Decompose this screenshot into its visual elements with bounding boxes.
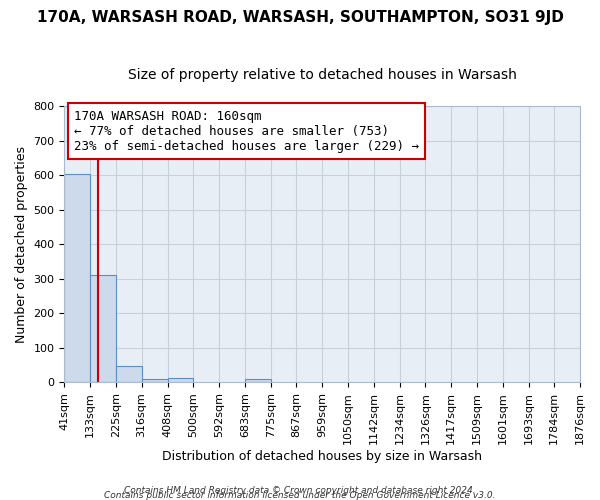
Text: 170A, WARSASH ROAD, WARSASH, SOUTHAMPTON, SO31 9JD: 170A, WARSASH ROAD, WARSASH, SOUTHAMPTON… bbox=[37, 10, 563, 25]
Text: Contains HM Land Registry data © Crown copyright and database right 2024.: Contains HM Land Registry data © Crown c… bbox=[124, 486, 476, 495]
X-axis label: Distribution of detached houses by size in Warsash: Distribution of detached houses by size … bbox=[162, 450, 482, 462]
Bar bbox=[245, 380, 271, 382]
Text: 170A WARSASH ROAD: 160sqm
← 77% of detached houses are smaller (753)
23% of semi: 170A WARSASH ROAD: 160sqm ← 77% of detac… bbox=[74, 110, 419, 152]
Title: Size of property relative to detached houses in Warsash: Size of property relative to detached ho… bbox=[128, 68, 517, 82]
Bar bbox=[167, 378, 193, 382]
Text: Contains public sector information licensed under the Open Government Licence v3: Contains public sector information licen… bbox=[104, 491, 496, 500]
Bar bbox=[90, 275, 116, 382]
Y-axis label: Number of detached properties: Number of detached properties bbox=[15, 146, 28, 342]
Bar bbox=[116, 366, 142, 382]
Bar bbox=[142, 378, 167, 382]
Bar bbox=[64, 174, 90, 382]
